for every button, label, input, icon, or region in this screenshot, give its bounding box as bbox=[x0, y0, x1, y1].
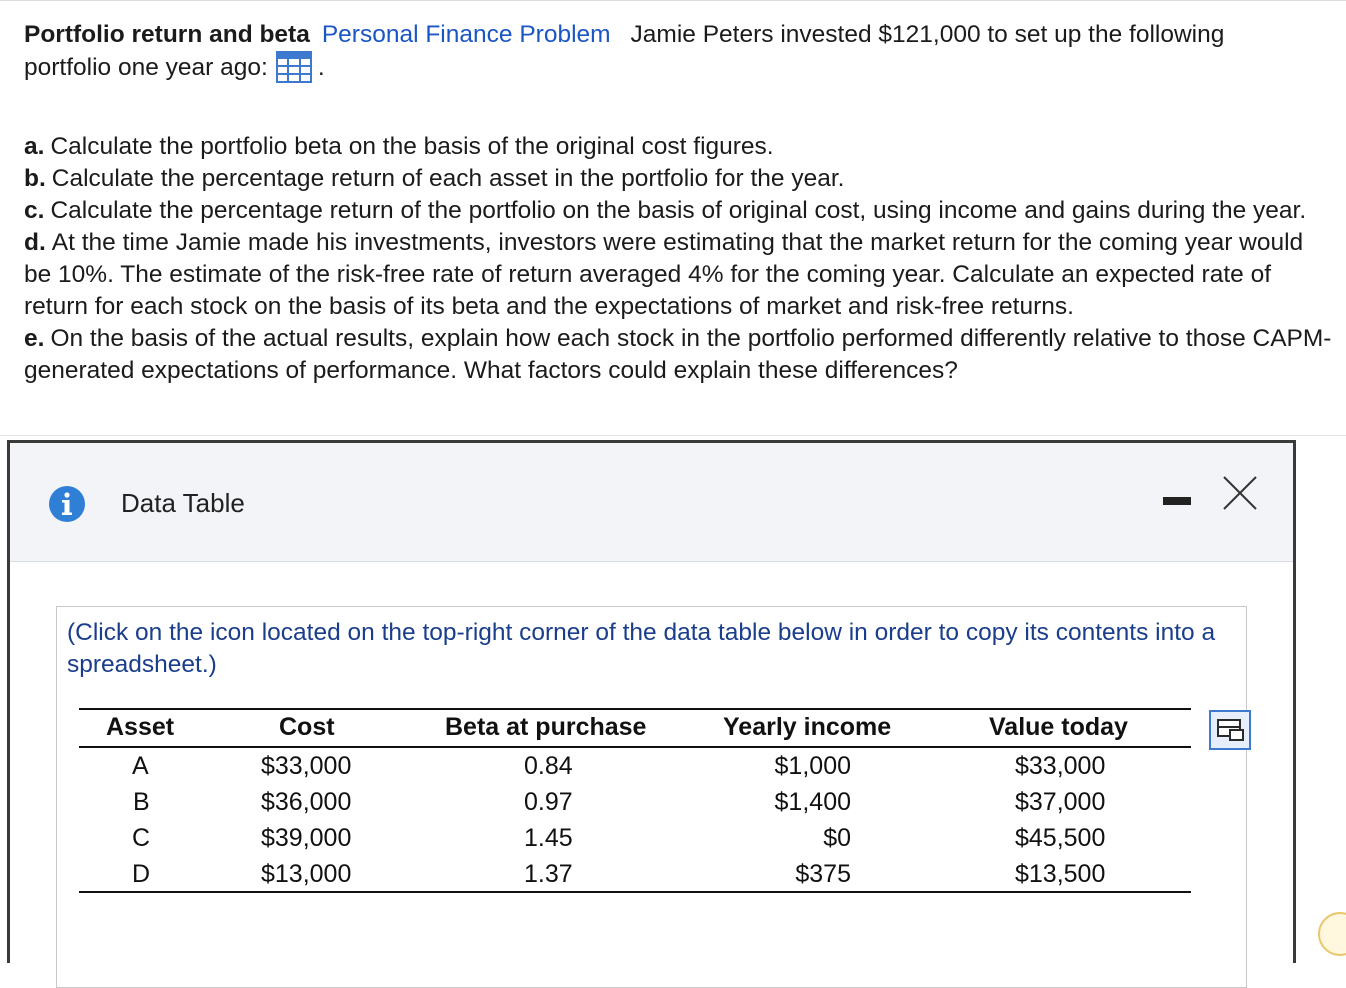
cell-beta: 1.37 bbox=[524, 860, 573, 888]
part-label: a. bbox=[24, 133, 45, 160]
cell-cost: $13,000 bbox=[261, 860, 352, 888]
table-row: A $33,000 0.84 $1,000 $33,000 bbox=[79, 748, 1191, 784]
cell-cost: $33,000 bbox=[261, 752, 352, 780]
cell-value-today: $13,500 bbox=[1015, 860, 1106, 888]
top-border bbox=[0, 0, 1346, 1]
part-label: e. bbox=[24, 325, 45, 352]
cell-asset: A bbox=[132, 752, 149, 780]
cell-beta: 0.84 bbox=[524, 752, 573, 780]
problem-title: Portfolio return and beta bbox=[24, 21, 310, 48]
cell-value-today: $33,000 bbox=[1015, 752, 1106, 780]
table-row: B $36,000 0.97 $1,400 $37,000 bbox=[79, 784, 1191, 820]
cell-asset: D bbox=[132, 860, 151, 888]
cell-value-today: $37,000 bbox=[1015, 788, 1106, 816]
dialog-title: Data Table bbox=[121, 488, 245, 518]
problem-intro-line1: Jamie Peters invested $121,000 to set up… bbox=[630, 21, 1225, 48]
header-cost: Cost bbox=[279, 713, 335, 741]
copy-instructions: (Click on the icon located on the top-ri… bbox=[67, 619, 1216, 678]
header-beta: Beta at purchase bbox=[445, 713, 647, 741]
table-row: D $13,000 1.37 $375 $13,500 bbox=[79, 856, 1191, 892]
close-icon[interactable] bbox=[1218, 471, 1262, 515]
cell-income: $1,400 bbox=[774, 788, 851, 816]
copy-to-spreadsheet-icon[interactable] bbox=[1209, 710, 1251, 750]
part-label: d. bbox=[24, 229, 46, 256]
table-header-rule bbox=[79, 746, 1191, 748]
problem-intro-period: . bbox=[317, 54, 325, 81]
cell-cost: $36,000 bbox=[261, 788, 352, 816]
cell-beta: 1.45 bbox=[524, 824, 573, 852]
dialog-header: Data Table bbox=[10, 443, 1293, 562]
question-part-d: d. At the time Jamie made his investments… bbox=[24, 227, 1336, 323]
cell-income: $375 bbox=[795, 860, 851, 888]
problem-statement: Portfolio return and beta Personal Financ… bbox=[24, 19, 1336, 84]
question-parts: a. Calculate the portfolio beta on the ba… bbox=[24, 131, 1336, 387]
header-value-today: Value today bbox=[989, 713, 1128, 741]
part-text: At the time Jamie made his investments, … bbox=[24, 229, 1304, 320]
part-text: Calculate the portfolio beta on the basi… bbox=[50, 133, 774, 160]
section-divider bbox=[0, 435, 1346, 436]
part-text: Calculate the percentage return of each … bbox=[51, 165, 845, 192]
cell-value-today: $45,500 bbox=[1015, 824, 1106, 852]
table-top-rule bbox=[79, 708, 1191, 710]
cell-income: $0 bbox=[823, 824, 851, 852]
grid-icon[interactable] bbox=[275, 51, 312, 83]
question-part-e: e. On the basis of the actual results, ex… bbox=[24, 323, 1336, 387]
question-part-b: b. Calculate the percentage return of eac… bbox=[24, 163, 1336, 195]
part-text: On the basis of the actual results, expl… bbox=[24, 325, 1332, 384]
part-text: Calculate the percentage return of the p… bbox=[50, 197, 1307, 224]
part-label: c. bbox=[24, 197, 45, 224]
table-bottom-rule bbox=[79, 891, 1191, 893]
info-icon bbox=[48, 485, 86, 523]
data-table-panel: (Click on the icon located on the top-ri… bbox=[56, 606, 1251, 988]
data-table-dialog: Data Table (Click on the icon located on… bbox=[7, 440, 1296, 988]
part-label: b. bbox=[24, 165, 46, 192]
problem-intro-line2: portfolio one year ago: bbox=[24, 54, 268, 81]
cell-income: $1,000 bbox=[774, 752, 851, 780]
personal-finance-problem-link[interactable]: Personal Finance Problem bbox=[321, 21, 611, 48]
help-bubble-corner[interactable] bbox=[1318, 912, 1346, 956]
question-part-a: a. Calculate the portfolio beta on the ba… bbox=[24, 131, 1336, 163]
cell-cost: $39,000 bbox=[261, 824, 352, 852]
question-part-c: c. Calculate the percentage return of the… bbox=[24, 195, 1336, 227]
minimize-icon[interactable] bbox=[1160, 486, 1194, 516]
cell-asset: C bbox=[132, 824, 151, 852]
table-row: C $39,000 1.45 $0 $45,500 bbox=[79, 820, 1191, 856]
header-asset: Asset bbox=[106, 713, 175, 741]
header-income: Yearly income bbox=[723, 713, 892, 741]
cell-beta: 0.97 bbox=[524, 788, 573, 816]
cell-asset: B bbox=[133, 788, 150, 816]
